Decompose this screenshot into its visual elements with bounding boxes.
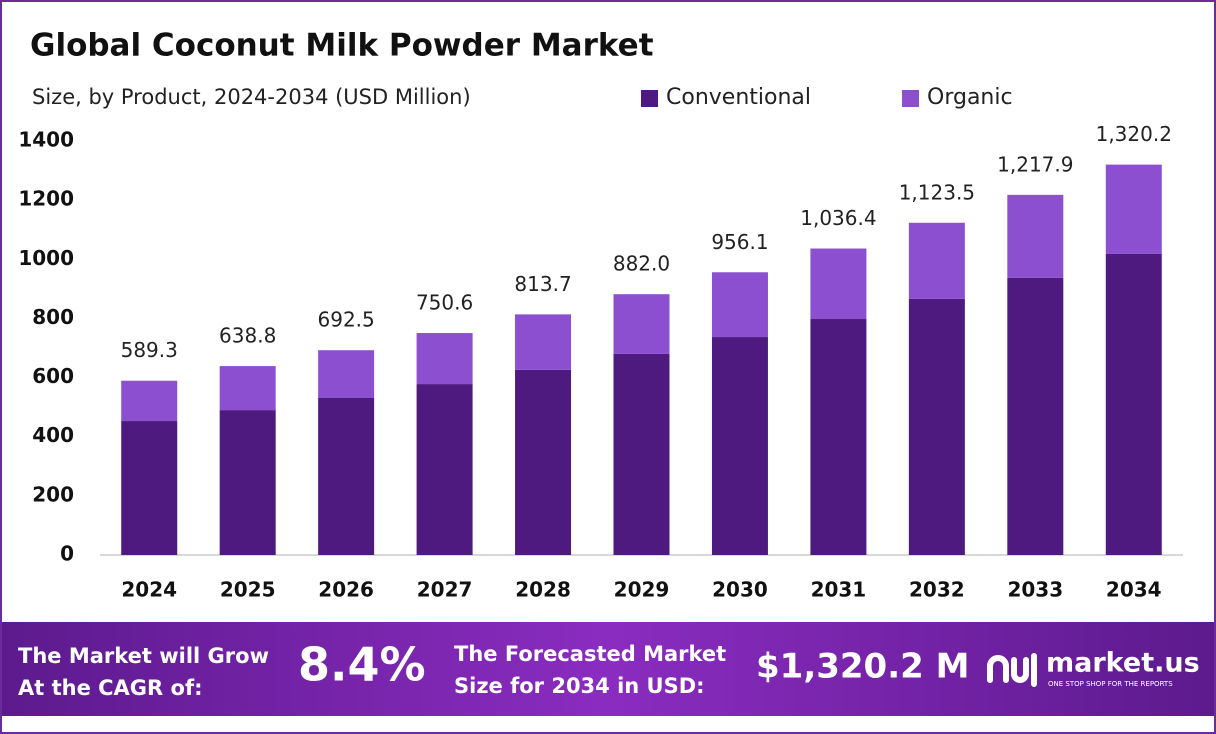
bar-segment [908,222,965,299]
bar-segment [810,248,867,320]
cagr-value: 8.4% [298,638,426,692]
legend: Conventional Organic [641,85,1013,110]
y-tick-label: 600 [32,364,74,388]
legend-label: Conventional [666,85,811,110]
x-tick-label: 2032 [909,578,965,602]
bar-segment [908,298,965,555]
bar-segment [711,337,768,555]
bar-segment [711,272,768,338]
legend-swatch [902,90,919,107]
x-tick-label: 2025 [220,578,276,602]
bar-segment [219,410,276,555]
bar-segment [515,314,572,370]
y-tick-label: 1200 [18,187,74,211]
x-tick-label: 2024 [121,578,177,602]
brand-logo [987,653,1037,687]
total-label: 813.7 [514,272,571,296]
total-label: 956.1 [711,230,768,254]
x-tick-label: 2027 [417,578,473,602]
tagline: ONE STOP SHOP FOR THE REPORTS [1048,680,1173,688]
x-tick-label: 2028 [515,578,571,602]
cagr-text: At the CAGR of: [18,676,203,700]
x-tick-label: 2033 [1007,578,1063,602]
bar-segment [613,353,670,555]
x-tick-label: 2030 [712,578,768,602]
bar-segment [318,350,375,398]
total-label: 1,320.2 [1096,122,1172,146]
total-label: 750.6 [416,291,473,315]
x-tick-label: 2031 [811,578,867,602]
total-label: 882.0 [613,252,670,276]
total-label: 1,217.9 [997,152,1073,176]
forecast-text: The Forecasted Market [454,642,726,666]
forecast-text: Size for 2034 in USD: [454,674,705,698]
bar-segment [515,369,572,555]
y-tick-label: 0 [60,542,74,566]
total-label: 638.8 [219,324,276,348]
y-tick-label: 400 [32,423,74,447]
bar-segment [810,319,867,555]
total-label: 1,036.4 [800,206,876,230]
legend-swatch [641,90,658,107]
brand: market.us [1046,648,1200,679]
bar-segment [1105,253,1162,555]
x-tick-label: 2026 [318,578,374,602]
y-tick-label: 1000 [18,246,74,270]
bar-segment [1007,194,1064,278]
x-tick-label: 2034 [1106,578,1162,602]
total-label: 1,123.5 [899,180,975,204]
total-label: 589.3 [121,338,178,362]
bar-segment [318,397,375,555]
y-tick-label: 800 [32,305,74,329]
bar-segment [219,366,276,411]
bar-segment [121,380,178,422]
bar-segment [1007,277,1064,555]
plot: 0 200 400 600 800 1000 1200 1400 589.3 2024 638.8 2… [18,122,1183,602]
total-label: 692.5 [318,308,375,332]
cagr-text: The Market will Grow [18,644,269,668]
bar-segment [1105,164,1162,254]
x-tick-label: 2029 [614,578,670,602]
bar-segment [416,384,473,555]
bar-segment [121,421,178,555]
y-tick-label: 1400 [18,128,74,152]
forecast-value: $1,320.2 M [756,647,969,687]
chart-title: Global Coconut Milk Powder Market [30,28,654,64]
bar-segment [416,333,473,385]
bar-segment [613,294,670,354]
legend-label: Organic [927,85,1013,110]
chart-subtitle: Size, by Product, 2024-2034 (USD Million… [32,85,471,109]
y-tick-label: 200 [32,482,74,506]
